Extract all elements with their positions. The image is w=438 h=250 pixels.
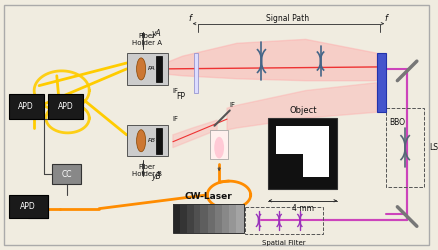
Polygon shape [227, 83, 377, 130]
Bar [52, 164, 81, 184]
Bar [210, 130, 228, 160]
Bar [173, 204, 181, 233]
Bar [245, 207, 324, 234]
Bar [187, 204, 194, 233]
Bar [156, 56, 162, 82]
Bar [222, 204, 230, 233]
Text: FP: FP [177, 92, 186, 101]
Bar [201, 204, 208, 233]
Text: Object: Object [289, 106, 317, 115]
Text: PB: PB [148, 138, 155, 143]
Bar [229, 204, 237, 233]
Bar [276, 126, 329, 154]
Text: IF: IF [173, 116, 179, 122]
Bar [386, 108, 424, 187]
Bar [173, 204, 244, 233]
Bar [236, 204, 244, 233]
Bar [9, 195, 48, 218]
Text: f: f [188, 14, 191, 23]
Text: Fiber
Holder B: Fiber Holder B [132, 164, 162, 177]
Bar [48, 94, 83, 119]
Text: yB: yB [151, 172, 161, 181]
Text: APD: APD [58, 102, 74, 111]
Polygon shape [163, 40, 377, 81]
Bar [127, 125, 168, 156]
Bar [208, 204, 216, 233]
Text: LS: LS [429, 143, 438, 152]
Text: yA: yA [151, 29, 161, 38]
Bar [268, 118, 337, 189]
Bar [377, 53, 386, 112]
Text: 4 mm: 4 mm [292, 204, 314, 213]
Text: Spatial Filter: Spatial Filter [262, 240, 306, 246]
Text: IF: IF [173, 88, 179, 94]
Polygon shape [173, 120, 217, 148]
Ellipse shape [137, 130, 146, 152]
Bar [194, 53, 198, 92]
Ellipse shape [214, 137, 224, 158]
Ellipse shape [137, 58, 146, 80]
Text: f: f [385, 14, 388, 23]
Text: CW-Laser: CW-Laser [184, 192, 232, 201]
Bar [9, 94, 44, 119]
Text: PA: PA [148, 66, 155, 71]
Text: APD: APD [18, 102, 34, 111]
Text: BBO: BBO [389, 118, 406, 126]
Text: IF: IF [229, 102, 235, 108]
Bar [156, 128, 162, 154]
Text: Fiber
Holder A: Fiber Holder A [132, 33, 162, 46]
Bar [303, 126, 329, 177]
Text: CC: CC [61, 170, 72, 179]
Bar [127, 53, 168, 85]
Bar [180, 204, 187, 233]
Bar [215, 204, 223, 233]
Bar [194, 204, 201, 233]
Text: APD: APD [21, 202, 36, 211]
Text: Signal Path: Signal Path [266, 14, 310, 23]
